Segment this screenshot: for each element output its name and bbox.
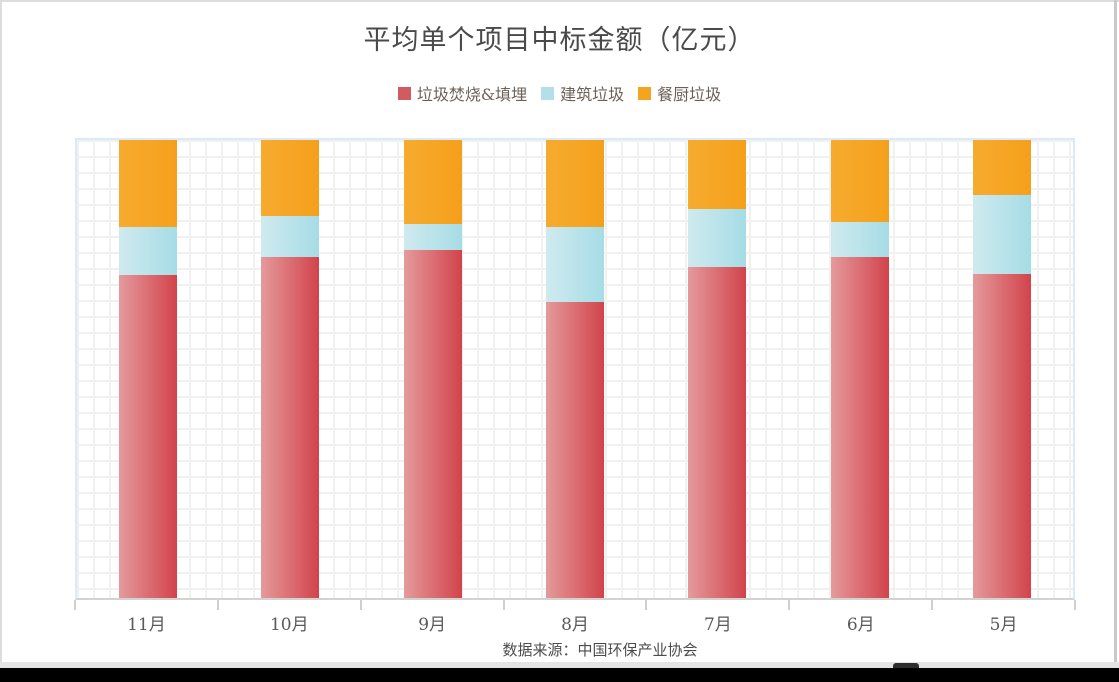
bar-stack xyxy=(261,140,320,598)
x-axis-tick xyxy=(931,600,934,610)
bar-segment-建筑垃圾 xyxy=(403,224,462,250)
x-axis-tick xyxy=(74,600,76,610)
bar-segment-建筑垃圾 xyxy=(545,227,604,302)
legend-item-kitchen-waste: 餐厨垃圾 xyxy=(638,81,721,105)
legend-item-construction-waste: 建筑垃圾 xyxy=(541,81,624,105)
bar-segment-垃圾焚烧&填埋 xyxy=(972,273,1031,598)
bar-segment-垃圾焚烧&填埋 xyxy=(688,266,747,598)
chart-title: 平均单个项目中标金额（亿元） xyxy=(363,25,756,56)
bar-column-7月 xyxy=(646,140,788,598)
bottom-gray-strip xyxy=(0,662,1119,668)
x-axis-tick xyxy=(359,600,362,610)
bar-stack xyxy=(972,140,1031,598)
bar-column-11月 xyxy=(77,140,219,598)
source-note: 数据来源：中国环保产业协会 xyxy=(502,641,698,659)
bar-column-8月 xyxy=(504,140,646,598)
bar-segment-垃圾焚烧&填埋 xyxy=(119,274,178,598)
bar-segment-建筑垃圾 xyxy=(688,209,747,267)
x-axis-label-8月: 8月 xyxy=(561,615,589,635)
chart-legend: 垃圾焚烧&填埋 建筑垃圾 餐厨垃圾 xyxy=(0,81,1119,105)
bar-segment-餐厨垃圾 xyxy=(403,140,462,225)
x-axis-tick xyxy=(1074,600,1076,610)
legend-swatch-red-icon xyxy=(397,86,411,100)
x-axis-label-11月: 11月 xyxy=(127,615,166,635)
bar-segment-餐厨垃圾 xyxy=(972,140,1031,195)
bar-column-5月 xyxy=(931,140,1073,598)
page-border-right xyxy=(1114,0,1117,682)
legend-swatch-orange-icon xyxy=(638,86,652,100)
bar-stack xyxy=(119,140,178,598)
x-axis-tick xyxy=(645,600,648,610)
bar-segment-垃圾焚烧&填埋 xyxy=(403,249,462,598)
legend-item-incineration-landfill: 垃圾焚烧&填埋 xyxy=(397,81,528,105)
x-axis-label-10月: 10月 xyxy=(269,615,309,635)
legend-label: 垃圾焚烧&填埋 xyxy=(416,85,528,104)
page-border-left xyxy=(0,0,2,682)
legend-label: 餐厨垃圾 xyxy=(657,85,722,104)
bar-segment-垃圾焚烧&填埋 xyxy=(261,256,320,598)
plot-area xyxy=(75,138,1075,600)
bar-segment-建筑垃圾 xyxy=(972,194,1031,274)
legend-swatch-blue-icon xyxy=(541,86,555,100)
x-axis-tick xyxy=(216,600,219,610)
bar-segment-餐厨垃圾 xyxy=(830,140,889,222)
x-axis-tick xyxy=(788,600,791,610)
bar-segment-餐厨垃圾 xyxy=(688,140,747,210)
x-axis-tick xyxy=(502,600,505,610)
bar-segment-餐厨垃圾 xyxy=(119,140,178,228)
bars-container xyxy=(77,140,1073,598)
bar-stack xyxy=(830,140,889,598)
bar-stack xyxy=(545,140,604,598)
bottom-bar-notch xyxy=(893,663,919,668)
x-axis-label-9月: 9月 xyxy=(418,615,447,635)
x-axis-label-7月: 7月 xyxy=(703,615,732,635)
x-axis-label-6月: 6月 xyxy=(846,615,875,635)
bar-segment-餐厨垃圾 xyxy=(261,140,320,217)
bar-segment-建筑垃圾 xyxy=(830,221,889,257)
bar-segment-垃圾焚烧&填埋 xyxy=(545,301,604,598)
bar-segment-垃圾焚烧&填埋 xyxy=(830,256,889,598)
bottom-black-bar xyxy=(0,668,1119,682)
page-border-top xyxy=(0,0,1119,2)
bar-segment-餐厨垃圾 xyxy=(545,140,604,228)
bar-stack xyxy=(403,140,462,598)
x-axis-label-5月: 5月 xyxy=(989,615,1018,635)
bar-segment-建筑垃圾 xyxy=(261,216,320,257)
bar-segment-建筑垃圾 xyxy=(119,227,178,275)
bar-column-6月 xyxy=(788,140,930,598)
bar-stack xyxy=(688,140,747,598)
bar-column-10月 xyxy=(219,140,361,598)
x-axis-labels: 11月 10月 9月 8月 7月 6月 5月 xyxy=(75,608,1075,635)
legend-label: 建筑垃圾 xyxy=(560,85,625,104)
bar-column-9月 xyxy=(362,140,504,598)
